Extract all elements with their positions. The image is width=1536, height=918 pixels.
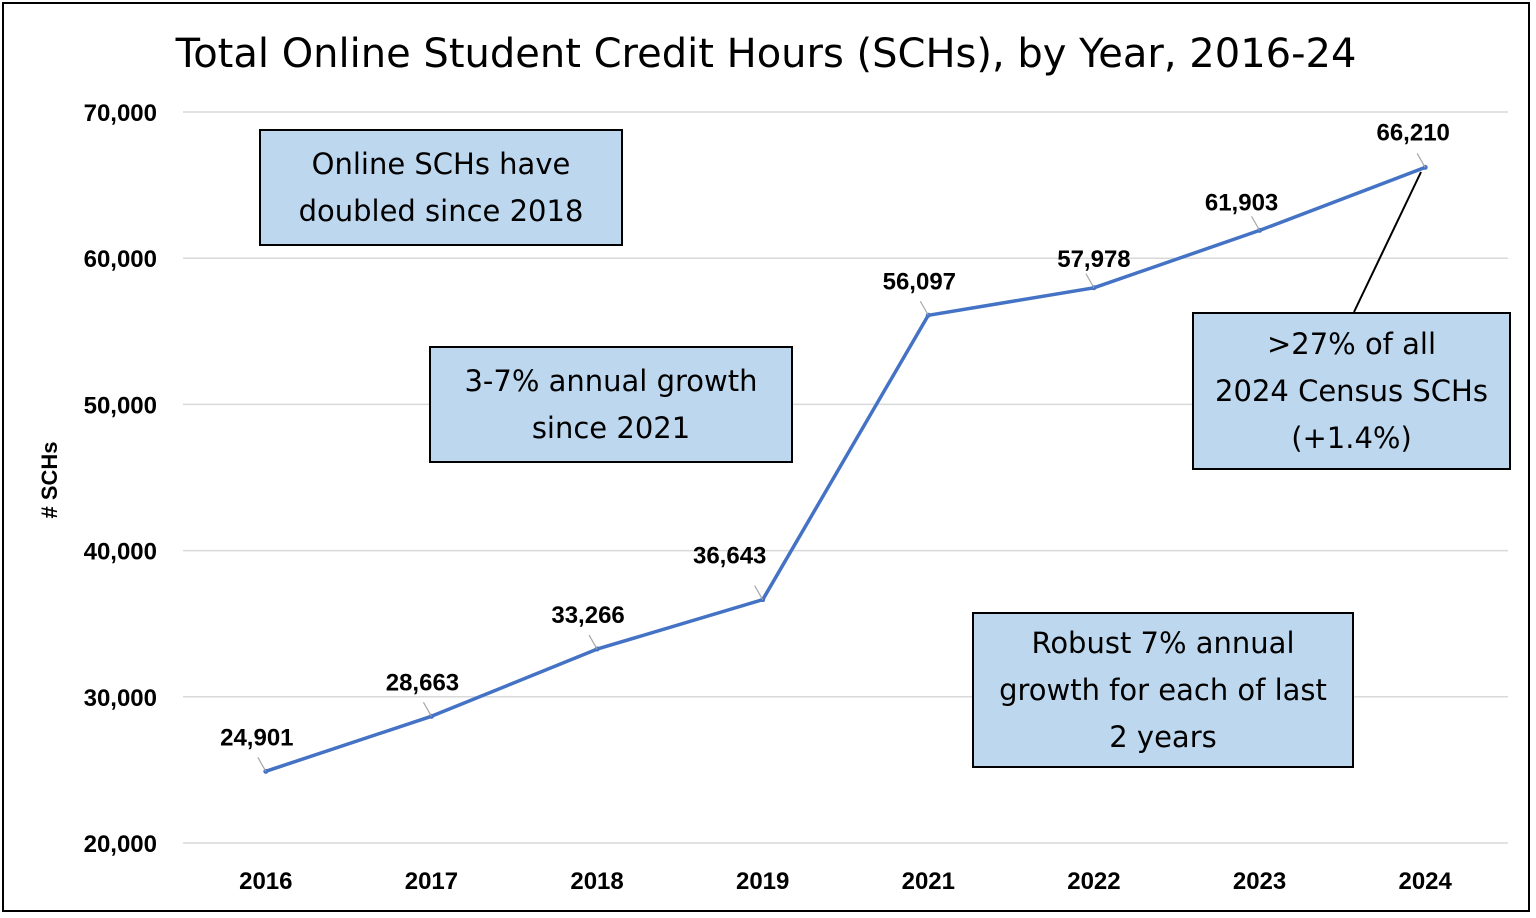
data-label: 28,663: [386, 669, 459, 696]
callout-robust: Robust 7% annual growth for each of last…: [972, 612, 1354, 768]
data-label-leader: [1251, 216, 1261, 231]
gridlines: [183, 111, 1508, 844]
data-label-leader: [754, 585, 764, 600]
data-label: 57,978: [1057, 246, 1130, 273]
x-tick-label: 2021: [902, 868, 955, 895]
y-tick-label: 60,000: [84, 246, 157, 273]
callout-doubled-text: Online SCHs have doubled since 2018: [298, 146, 584, 228]
x-tick-label: 2024: [1398, 868, 1452, 895]
callout-census-text: >27% of all 2024 Census SCHs (+1.4%): [1215, 326, 1488, 455]
x-tick-label: 2017: [405, 868, 458, 895]
data-label-leader: [1416, 153, 1426, 168]
data-label-leader: [919, 300, 929, 316]
y-tick-label: 40,000: [84, 539, 157, 566]
x-axis-ticks: 2016 2017 2018 2019 2021 2022 2023 2024: [239, 868, 1452, 895]
data-label: 24,901: [220, 724, 293, 751]
data-label-leader: [422, 702, 432, 717]
x-tick-label: 2016: [239, 868, 292, 895]
y-axis-label: # SCHs: [37, 441, 62, 518]
y-tick-label: 50,000: [84, 392, 157, 419]
callout-robust-text: Robust 7% annual growth for each of last…: [999, 625, 1327, 754]
data-labels: 24,901 28,663 33,266 36,643 56,097 57,978 61,9…: [220, 119, 1450, 772]
y-tick-label: 30,000: [84, 685, 157, 712]
data-label: 56,097: [883, 268, 956, 295]
callout-annual-growth-text: 3-7% annual growth since 2021: [464, 363, 758, 445]
y-axis-ticks: 20,000 30,000 40,000 50,000 60,000 70,000: [84, 100, 157, 858]
data-label: 33,266: [551, 602, 624, 629]
data-label: 36,643: [693, 543, 766, 570]
data-label-leader: [1085, 273, 1095, 289]
x-tick-label: 2019: [736, 868, 789, 895]
callout-census: >27% of all 2024 Census SCHs (+1.4%): [1192, 312, 1511, 470]
callout-doubled: Online SCHs have doubled since 2018: [259, 129, 623, 246]
x-tick-label: 2023: [1233, 868, 1286, 895]
data-label: 61,903: [1205, 189, 1278, 216]
x-tick-label: 2018: [570, 868, 623, 895]
y-tick-label: 70,000: [84, 100, 157, 127]
x-tick-label: 2022: [1067, 868, 1120, 895]
data-label: 66,210: [1376, 119, 1449, 146]
series-line: [265, 165, 1426, 773]
data-label-leader: [588, 634, 598, 650]
census-callout-connector: [1353, 171, 1422, 313]
y-tick-label: 20,000: [84, 831, 157, 858]
chart-title: Total Online Student Credit Hours (SCHs)…: [175, 31, 1357, 77]
data-label-leader: [257, 757, 267, 772]
callout-annual-growth: 3-7% annual growth since 2021: [429, 346, 793, 463]
